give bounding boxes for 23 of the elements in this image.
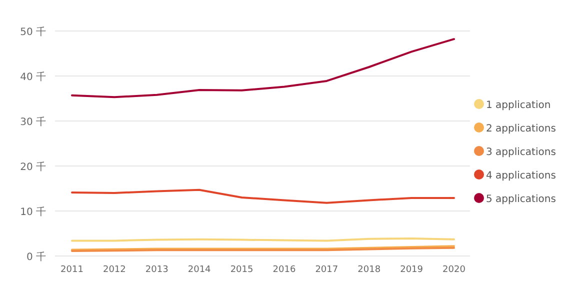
x-tick-label: 2017 bbox=[315, 265, 338, 275]
x-tick-label: 2019 bbox=[400, 265, 424, 275]
y-tick-label: 0 千 bbox=[26, 251, 46, 263]
legend-label: 2 applications bbox=[486, 124, 556, 134]
y-tick-label: 40 千 bbox=[20, 71, 46, 83]
line-series bbox=[71, 188, 455, 204]
x-tick-label: 2015 bbox=[230, 265, 254, 275]
x-tick-label: 2014 bbox=[188, 265, 212, 275]
x-tick-label: 2016 bbox=[272, 265, 296, 275]
line-series bbox=[71, 38, 455, 98]
y-tick-label: 30 千 bbox=[20, 116, 46, 128]
y-tick-label: 20 千 bbox=[20, 161, 46, 173]
x-tick-label: 2018 bbox=[358, 265, 381, 275]
legend-label: 1 application bbox=[486, 100, 551, 111]
y-tick-label: 10 千 bbox=[20, 206, 46, 218]
x-tick-label: 2011 bbox=[60, 265, 84, 275]
legend-label: 3 applications bbox=[486, 147, 556, 158]
x-tick-label: 2013 bbox=[145, 265, 168, 275]
y-tick-label: 50 千 bbox=[20, 26, 46, 38]
x-tick-label: 2012 bbox=[102, 265, 126, 275]
legend-label: 4 applications bbox=[486, 170, 556, 182]
legend-label: 5 applications bbox=[486, 194, 556, 205]
x-tick-label: 2020 bbox=[442, 265, 466, 275]
